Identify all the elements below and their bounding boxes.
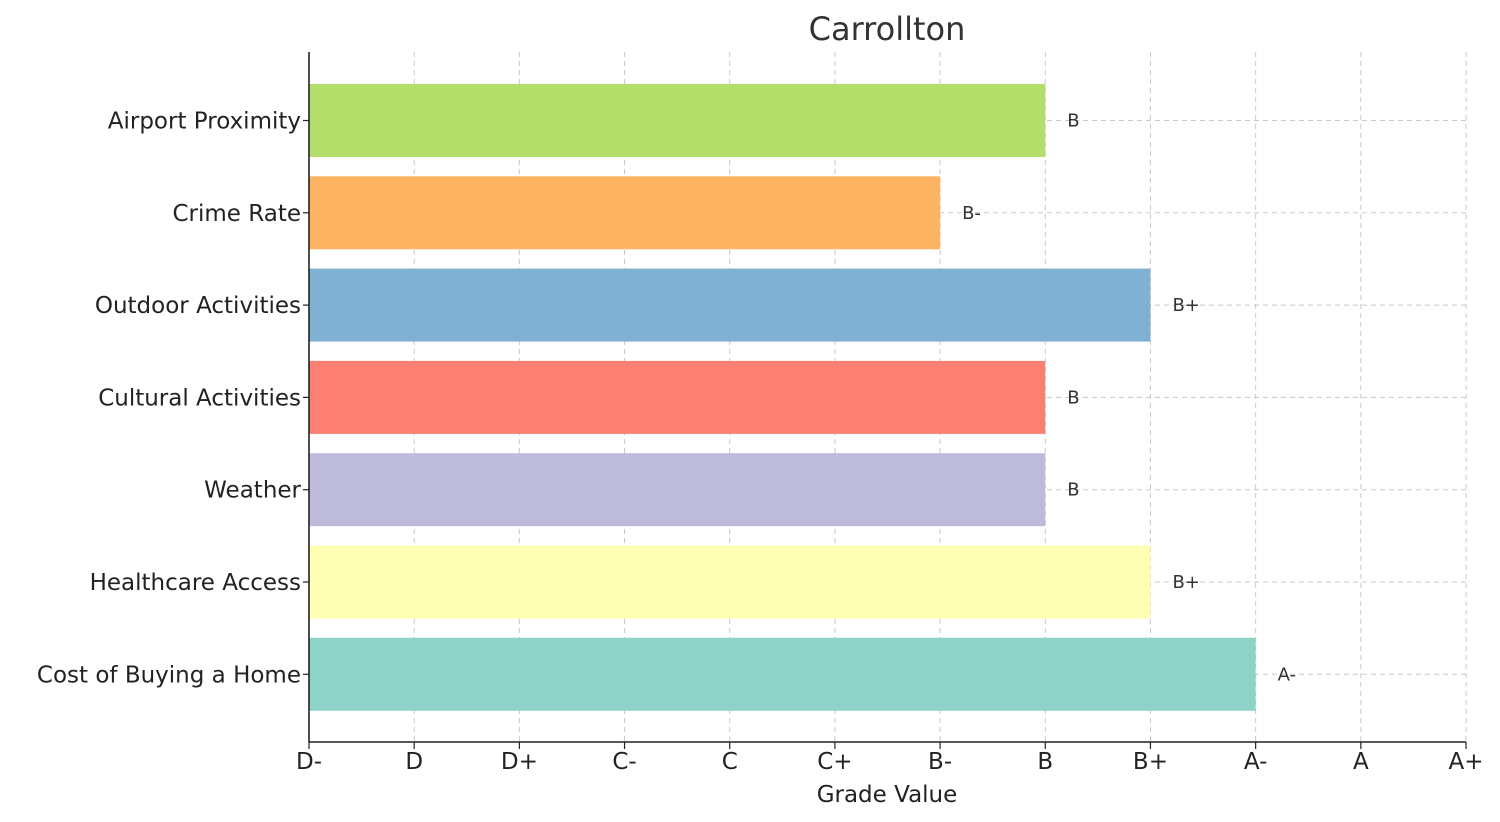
bar [309,637,1256,711]
bar-value-label: B [1067,111,1079,132]
y-tick-label: Airport Proximity [108,109,301,135]
bar [309,453,1046,527]
x-tick-label: A+ [1448,749,1483,775]
bar-value-label: B [1067,480,1079,501]
x-tick-label: C- [612,749,636,775]
x-tick-label: B- [928,749,952,775]
bar [309,360,1046,434]
x-tick-label: C+ [817,749,852,775]
y-tick-label: Outdoor Activities [95,293,301,319]
bar [309,176,941,250]
bar-layer: B B- B+ B B B+ A- [309,84,1296,711]
bar [309,84,1046,157]
x-tick-label: D+ [501,749,538,775]
x-tick-label: C [722,749,738,775]
bar-value-label: B- [962,203,981,224]
y-tick-label: Crime Rate [172,201,301,227]
x-tick-label: D- [296,749,322,775]
y-tick-label: Healthcare Access [90,570,301,596]
x-axis-label: Grade Value [817,782,958,808]
x-tick-label: A [1353,749,1369,775]
y-tick-label: Weather [204,478,301,504]
x-tick-label: B [1037,749,1053,775]
chart-title: Carrollton [809,10,966,48]
y-tick-label: Cultural Activities [98,385,301,411]
axis-layer: Airport Proximity Crime Rate Outdoor Activ… [37,52,1484,775]
bar-value-label: A- [1278,664,1296,685]
y-tick-label: Cost of Buying a Home [37,662,301,688]
bar-value-label: B+ [1172,295,1199,316]
bar-value-label: B+ [1172,572,1199,593]
bar [309,545,1151,619]
x-tick-label: D [405,749,423,775]
x-tick-label: A- [1244,749,1268,775]
bar [309,268,1151,342]
x-tick-label: B+ [1133,749,1168,775]
bar-value-label: B [1067,387,1079,408]
